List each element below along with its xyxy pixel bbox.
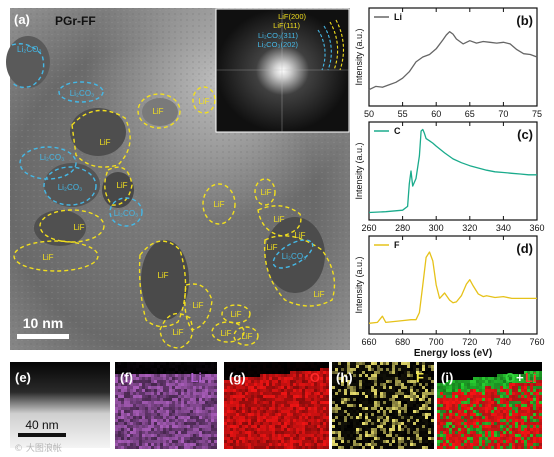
chart-1-xtick-label-2: 300 bbox=[429, 223, 444, 233]
map-o bbox=[224, 362, 329, 449]
annot-10: LiF bbox=[42, 253, 53, 262]
eds-maps bbox=[115, 362, 542, 449]
panel-e-label: (e) bbox=[15, 370, 31, 385]
chart-0-frame bbox=[368, 7, 538, 107]
chart-0-xtick-label-3: 65 bbox=[465, 109, 475, 119]
fft-ring-0: LiF(200) bbox=[278, 12, 306, 21]
chart-0-ylabel: Intensity (a.u.) bbox=[354, 28, 364, 85]
annot-2: LiF bbox=[152, 107, 163, 116]
chart-2-xtick-label-4: 740 bbox=[496, 337, 511, 347]
chart-2-xtick-label-0: 660 bbox=[361, 337, 376, 347]
annot-3: LiF bbox=[198, 97, 209, 106]
chart-1-xtick-label-1: 280 bbox=[395, 223, 410, 233]
annot-5: LiF bbox=[99, 138, 110, 147]
scale-bar-a-label: 10 nm bbox=[23, 315, 63, 331]
panel-i-element-a: O bbox=[505, 370, 515, 385]
annot-22: LiF bbox=[266, 243, 277, 252]
chart-1-ylabel: Intensity (a.u.) bbox=[354, 142, 364, 199]
annot-4: Li₂CO₃ bbox=[40, 153, 65, 162]
annot-14: LiF bbox=[157, 271, 168, 280]
chart-2-xtick-label-5: 760 bbox=[529, 337, 544, 347]
chart-0-legend-text: Li bbox=[394, 12, 402, 22]
panel-g-element: O bbox=[310, 370, 320, 385]
panel-i-label: (i) bbox=[441, 370, 453, 385]
chart-1-xtick-label-3: 320 bbox=[462, 223, 477, 233]
annot-17: LiF bbox=[313, 290, 324, 299]
panel-a-tem: Li₂CO₃ Li₂CO₃ LiF LiF Li₂CO₃ LiF Li₂CO₃ … bbox=[6, 8, 350, 350]
chart-0-xtick-label-0: 50 bbox=[364, 109, 374, 119]
chart-2-xtick-label-3: 720 bbox=[462, 337, 477, 347]
panel-h-element: F bbox=[416, 370, 424, 385]
chart-0-xtick-label-2: 60 bbox=[431, 109, 441, 119]
chart-2: 660 680 700 720 740 760 F (d) Intensity (a.u.) En… bbox=[354, 235, 545, 359]
annot-0: Li₂CO₃ bbox=[17, 45, 42, 54]
panel-a-label: (a) bbox=[14, 12, 30, 27]
annot-18: Li₂CO₃ bbox=[282, 252, 307, 261]
chart-2-xtick-label-1: 680 bbox=[395, 337, 410, 347]
chart-0-panel-label: (b) bbox=[516, 13, 533, 28]
scale-bar-e bbox=[18, 433, 66, 437]
map-labels: (f) Li (g) O (h) F (i) O + Li bbox=[120, 370, 537, 385]
chart-0-xtick-label-5: 75 bbox=[532, 109, 542, 119]
eels-spectra: 50 55 60 65 70 75 Li (b) Intensity (a.u.) 260 280 3… bbox=[354, 7, 545, 359]
chart-1-frame bbox=[368, 121, 538, 221]
chart-2-xtick-label-2: 700 bbox=[429, 337, 444, 347]
chart-2-panel-label: (d) bbox=[516, 241, 533, 256]
fft-ring-1: LiF(111) bbox=[273, 21, 300, 30]
annot-7: LiF bbox=[116, 181, 127, 190]
chart-1-legend-text: C bbox=[394, 126, 401, 136]
annot-8: LiF bbox=[73, 223, 84, 232]
panel-i-plus: + bbox=[516, 370, 524, 385]
chart-1-panel-label: (c) bbox=[517, 127, 533, 142]
fft-ring-3: Li₂CO₃(202) bbox=[257, 40, 298, 49]
annot-23: LiF bbox=[294, 231, 305, 240]
fft-inset: LiF(200) LiF(111) Li₂CO₃(311) Li₂CO₃(202… bbox=[215, 8, 350, 133]
watermark: © 大图浪帐 bbox=[14, 442, 62, 454]
annot-13: LiF bbox=[273, 215, 284, 224]
chart-1-xtick-label-4: 340 bbox=[496, 223, 511, 233]
chart-0-xtick-label-1: 55 bbox=[398, 109, 408, 119]
panel-f-element: Li bbox=[190, 370, 202, 385]
annot-1: Li₂CO₃ bbox=[70, 89, 95, 98]
fft-ring-2: Li₂CO₃(311) bbox=[258, 31, 299, 40]
map-li bbox=[115, 362, 217, 449]
chart-1-series-0-line bbox=[368, 128, 537, 214]
panel-h-label: (h) bbox=[336, 370, 353, 385]
annot-15: LiF bbox=[172, 328, 183, 337]
annot-21: LiF bbox=[241, 332, 252, 341]
panel-i-element-b: Li bbox=[525, 370, 537, 385]
annot-20: LiF bbox=[220, 329, 231, 338]
scale-bar-e-label: 40 nm bbox=[25, 418, 58, 432]
chart-1-xtick-label-5: 360 bbox=[529, 223, 544, 233]
annot-16: LiF bbox=[192, 301, 203, 310]
scale-bar-a bbox=[17, 334, 69, 339]
chart-2-frame bbox=[368, 235, 538, 335]
chart-0-series-0-line bbox=[368, 31, 538, 91]
chart-2-legend-text: F bbox=[394, 240, 400, 250]
annot-12: LiF bbox=[260, 188, 271, 197]
annot-19: LiF bbox=[230, 310, 241, 319]
chart-0-xtick-label-4: 70 bbox=[498, 109, 508, 119]
map-f bbox=[332, 362, 434, 449]
chart-1: 260 280 300 320 340 360 C (c) Intensity (a.u.) bbox=[354, 121, 545, 233]
annot-11: LiF bbox=[213, 200, 224, 209]
chart-1-xtick-label-0: 260 bbox=[361, 223, 376, 233]
annot-6: Li₂CO₃ bbox=[58, 183, 83, 192]
chart-2-series-0-line bbox=[368, 251, 537, 324]
panel-e-haadf: (e) 40 nm bbox=[10, 362, 110, 448]
chart-0: 50 55 60 65 70 75 Li (b) Intensity (a.u.) bbox=[354, 7, 542, 119]
panel-a-title: PGr-FF bbox=[55, 14, 96, 28]
panel-g-label: (g) bbox=[229, 370, 246, 385]
chart-2-ylabel: Intensity (a.u.) bbox=[354, 256, 364, 313]
chart-2-xlabel: Energy loss (eV) bbox=[414, 348, 492, 359]
annot-9: Li₂CO₃ bbox=[114, 209, 139, 218]
panel-f-label: (f) bbox=[120, 370, 133, 385]
map-o-li-overlay bbox=[437, 362, 542, 449]
